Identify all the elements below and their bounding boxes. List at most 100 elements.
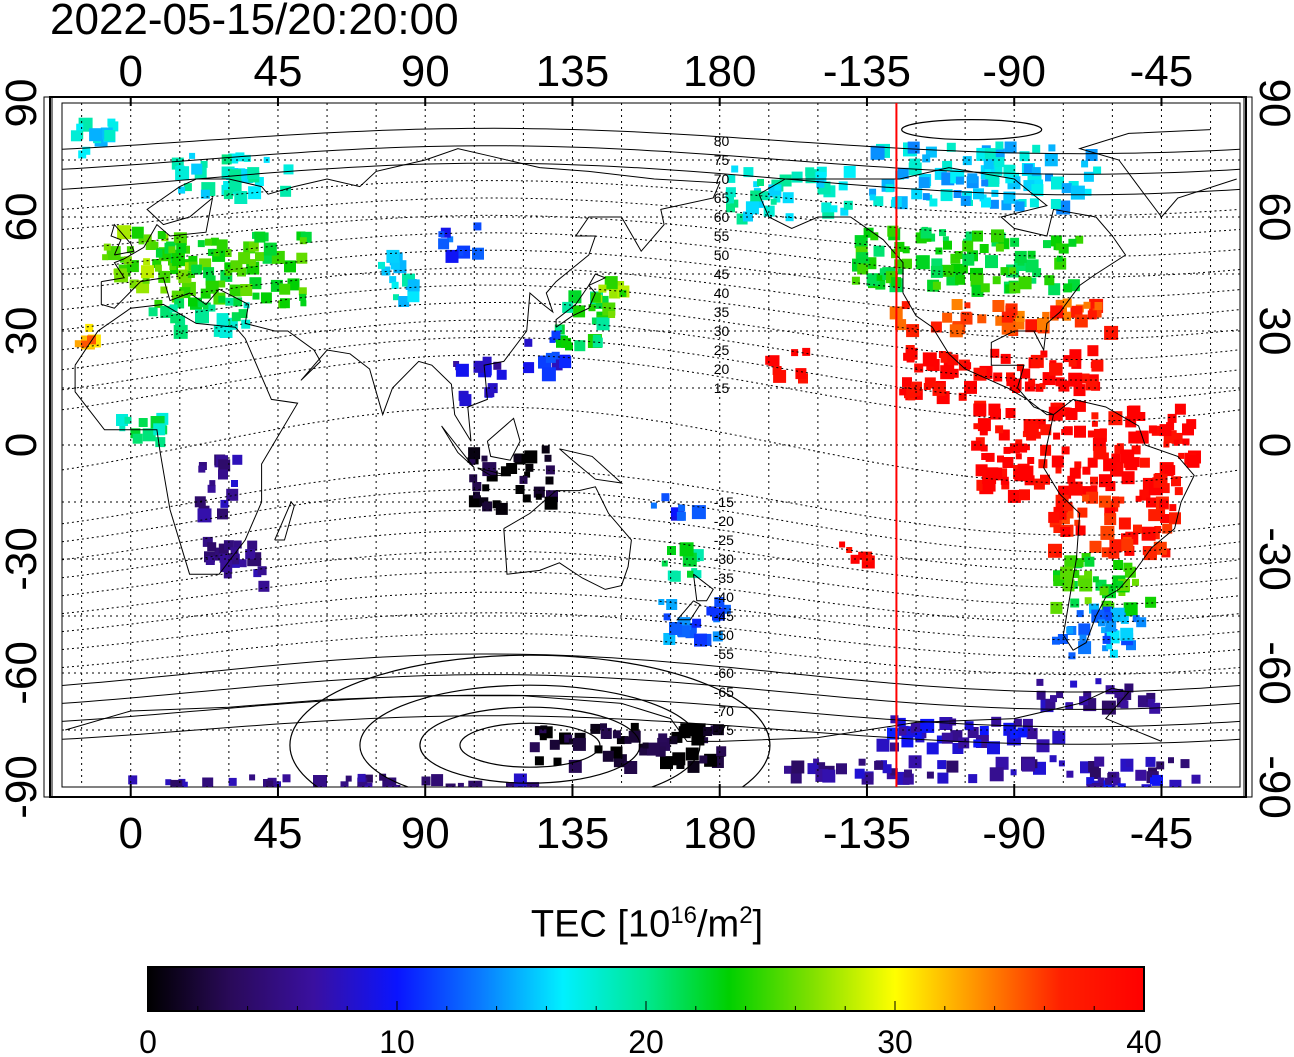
tec-cell bbox=[228, 553, 240, 565]
tec-cell bbox=[445, 783, 456, 787]
tec-cell bbox=[1088, 761, 1100, 772]
tec-cell bbox=[1001, 200, 1012, 211]
tec-cell bbox=[545, 476, 554, 485]
tec-cell bbox=[203, 267, 215, 279]
tec-cell bbox=[1084, 556, 1095, 567]
tec-cell bbox=[391, 281, 399, 289]
tec-cell bbox=[541, 367, 556, 382]
tec-cell bbox=[1004, 141, 1017, 154]
tec-cell bbox=[1095, 579, 1107, 591]
y-tick-label-right: -90 bbox=[1250, 755, 1294, 819]
tec-cell bbox=[1013, 718, 1022, 727]
tec-cell bbox=[784, 765, 792, 774]
tec-cell bbox=[1123, 602, 1138, 617]
tec-cell bbox=[114, 268, 129, 283]
tec-cell bbox=[228, 777, 237, 786]
tec-cell bbox=[1087, 457, 1098, 468]
tec-cell bbox=[973, 367, 987, 381]
tec-cell bbox=[991, 716, 1002, 727]
tec-cell bbox=[313, 775, 327, 787]
tec-cell bbox=[168, 246, 176, 254]
tec-cell bbox=[1082, 494, 1090, 502]
tec-cell bbox=[725, 187, 736, 198]
contour-label: 50 bbox=[714, 247, 730, 263]
tec-cell bbox=[1063, 283, 1073, 293]
tec-cell bbox=[218, 469, 228, 480]
tec-cell bbox=[1167, 413, 1177, 423]
coastline bbox=[555, 284, 596, 328]
tec-cell bbox=[1074, 558, 1084, 568]
tec-cell bbox=[545, 352, 556, 363]
tec-cell bbox=[174, 298, 185, 309]
tec-cell bbox=[881, 760, 887, 767]
tec-cell bbox=[870, 145, 885, 160]
tec-cell bbox=[1030, 277, 1037, 284]
tec-cell bbox=[382, 777, 397, 787]
tec-cell bbox=[1083, 171, 1094, 182]
tec-cell bbox=[169, 263, 177, 271]
tec-cell bbox=[160, 286, 168, 294]
tec-cell bbox=[772, 366, 782, 375]
y-tick-label-left: 30 bbox=[0, 307, 46, 356]
tec-cell bbox=[920, 227, 932, 239]
tec-cell bbox=[141, 265, 154, 279]
tec-cell bbox=[76, 123, 84, 131]
tec-cell bbox=[218, 543, 229, 554]
tec-cell bbox=[979, 427, 988, 436]
tec-cell bbox=[1018, 443, 1028, 453]
tec-cell bbox=[902, 258, 912, 269]
tec-cell bbox=[866, 273, 880, 287]
tec-cell bbox=[1056, 691, 1064, 699]
tec-cell bbox=[1084, 597, 1092, 605]
tec-cell bbox=[108, 121, 119, 132]
y-tick-label-left: 60 bbox=[0, 193, 46, 242]
tec-cell bbox=[1015, 320, 1025, 330]
tec-cell bbox=[1076, 610, 1084, 618]
tec-cell bbox=[279, 283, 291, 295]
tec-cell bbox=[894, 241, 905, 252]
tec-cell bbox=[721, 604, 731, 614]
tec-cell bbox=[1102, 606, 1113, 617]
tec-cell bbox=[1030, 354, 1044, 368]
tec-cell bbox=[942, 236, 949, 243]
tec-cell bbox=[1053, 432, 1061, 440]
tec-cell bbox=[574, 340, 586, 352]
tec-cell bbox=[524, 471, 531, 478]
tec-cell bbox=[564, 734, 573, 743]
tec-cell bbox=[459, 394, 472, 407]
tec-cell bbox=[1100, 525, 1115, 540]
tec-cell bbox=[902, 246, 910, 254]
tec-cell bbox=[1062, 407, 1072, 417]
tec-cell bbox=[1000, 267, 1009, 276]
tec-cell bbox=[1125, 760, 1133, 767]
tec-cell bbox=[421, 776, 431, 786]
tec-cell bbox=[940, 365, 955, 380]
tec-cell bbox=[897, 167, 909, 179]
tec-cell bbox=[1017, 727, 1028, 738]
tec-cell bbox=[869, 194, 876, 201]
tec-cell bbox=[1120, 615, 1129, 624]
tec-cell bbox=[894, 259, 904, 269]
tec-cell bbox=[189, 152, 196, 159]
tec-cell bbox=[984, 167, 991, 174]
tec-cell bbox=[639, 747, 648, 756]
tec-cell bbox=[70, 130, 82, 142]
magnetic-latitude-contours bbox=[62, 119, 1240, 787]
tec-cell bbox=[1069, 467, 1081, 479]
tec-cell bbox=[78, 150, 87, 159]
tec-cell bbox=[506, 463, 518, 474]
tec-cell bbox=[1094, 756, 1105, 767]
tec-cell bbox=[702, 737, 709, 744]
x-tick-label-bottom: -90 bbox=[982, 809, 1046, 858]
tec-cell bbox=[995, 425, 1004, 434]
tec-cell bbox=[130, 428, 141, 439]
tec-cell bbox=[712, 631, 723, 642]
tec-cell bbox=[736, 213, 748, 225]
tec-cell bbox=[1145, 756, 1156, 767]
tec-cell bbox=[981, 197, 991, 208]
tec-cell bbox=[1169, 504, 1177, 512]
tec-cell bbox=[266, 780, 274, 787]
tec-cell bbox=[207, 542, 217, 552]
tec-cell bbox=[989, 767, 1004, 782]
tec-cell bbox=[874, 760, 884, 770]
